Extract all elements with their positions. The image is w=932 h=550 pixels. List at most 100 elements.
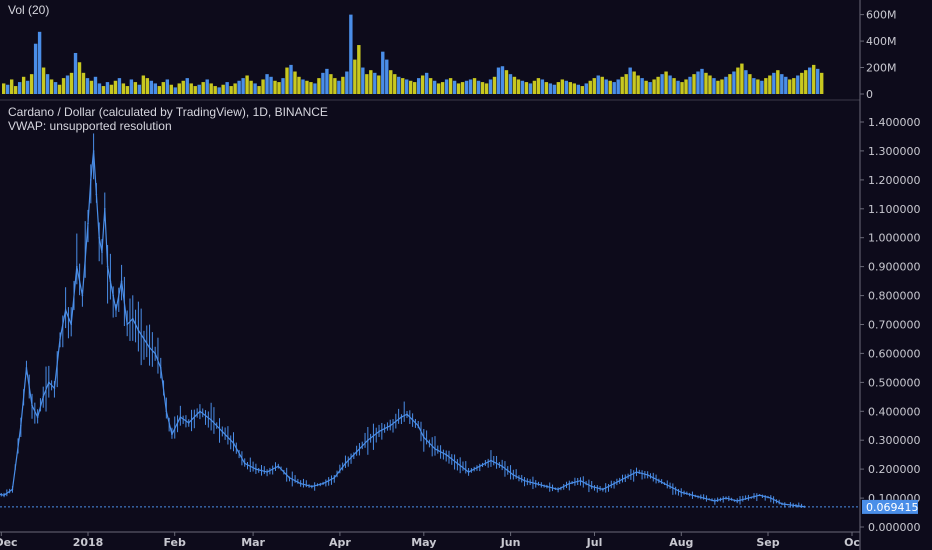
volume-bar [153,83,158,94]
price-data-point [624,477,627,479]
volume-bar [704,72,708,94]
volume-bar [584,83,588,94]
volume-bar [788,79,792,94]
volume-bar [313,83,317,94]
price-data-point [423,436,425,439]
price-y-tick-label: 1.300000 [868,145,921,158]
price-data-point [154,352,156,355]
volume-bar [349,14,353,94]
volume-bar [29,74,34,94]
price-data-point [590,485,593,488]
volume-pane: Vol (20) 600M 400M 200M 0 [2,3,897,101]
price-data-point [112,294,114,297]
volume-bar [265,74,269,94]
price-data-point [106,265,109,268]
volume-bar [137,84,142,94]
price-y-tick-label: 0.200000 [868,463,921,476]
price-y-tick-label: 0.000000 [868,521,921,534]
volume-bar [65,75,70,94]
volume-bar [668,75,672,94]
volume-bar [365,74,369,94]
price-data-point [101,251,103,253]
price-data-point [714,500,716,502]
price-data-point [417,424,420,427]
price-data-point [3,494,5,496]
price-data-point [87,222,89,225]
price-y-axis[interactable]: 1.400000 1.300000 1.200000 1.100000 1.000000… [860,116,921,534]
volume-bar [17,82,22,94]
volume-bar [109,84,114,94]
price-data-point [512,474,515,476]
volume-bar [345,71,349,94]
volume-bar [225,82,229,94]
volume-bar [624,74,628,94]
volume-bar [37,31,42,94]
price-data-point [299,482,302,485]
volume-bar [385,59,389,94]
volume-bar [9,79,14,94]
price-data-point [255,468,257,470]
volume-bar [321,72,325,94]
volume-bar [448,78,453,94]
volume-bar [325,68,329,94]
volume-bar [676,80,680,94]
volume-bar [632,71,636,94]
volume-bar [161,82,165,94]
volume-bar [409,80,413,94]
volume-bar [2,83,6,94]
price-data-point [20,424,22,427]
price-data-point [490,459,492,462]
price-data-point [635,471,638,473]
price-data-point [115,309,117,311]
price-y-tick-label: 1.100000 [868,203,921,216]
last-price-label: 0.069415 [866,501,919,514]
price-data-point [171,433,173,436]
volume-bar [81,72,86,94]
volume-bar [776,70,780,94]
price-y-tick-label: 0.900000 [868,261,921,274]
volume-bar [41,67,46,94]
volume-bar [496,67,501,94]
price-data-point [355,450,358,453]
volume-bar [756,79,760,94]
price-y-tick-label: 1.400000 [868,116,921,129]
volume-bar [173,87,177,94]
volume-bar [564,80,569,94]
volume-bar [213,86,217,94]
volume-bar [780,74,784,94]
volume-bar [297,76,301,94]
volume-bar [428,78,433,94]
volume-bar [456,83,461,94]
volume-bar [393,74,397,94]
time-axis[interactable]: Dec 2018 Feb Mar Apr May Jun Jul Aug Sep Oc [0,532,860,549]
volume-bar [329,74,333,94]
volume-y-tick-label: 200M [866,62,897,75]
price-data-point [367,439,369,442]
volume-bar [720,79,724,94]
volume-title: Vol (20) [8,3,49,17]
price-data-point [669,485,671,488]
volume-bar [193,86,197,94]
price-data-point [781,503,783,505]
volume-bar [536,78,541,94]
price-data-point [76,265,78,268]
price-data-point [602,488,604,491]
volume-bar [333,78,337,94]
volume-bar [301,79,305,94]
time-tick-label: Feb [163,536,186,549]
volume-bar [740,63,744,94]
price-data-point [143,338,145,340]
price-data-point [59,338,61,340]
volume-bar [464,80,469,94]
volume-bar [369,70,373,94]
volume-bar [700,68,704,94]
volume-bar [772,72,776,94]
volume-bar [620,76,624,94]
volume-bar [237,80,241,94]
price-data-point [702,497,705,499]
volume-bar [672,78,676,94]
volume-bar [73,52,78,94]
price-data-point [546,485,548,488]
volume-bar [816,68,820,94]
volume-bar [696,71,700,94]
